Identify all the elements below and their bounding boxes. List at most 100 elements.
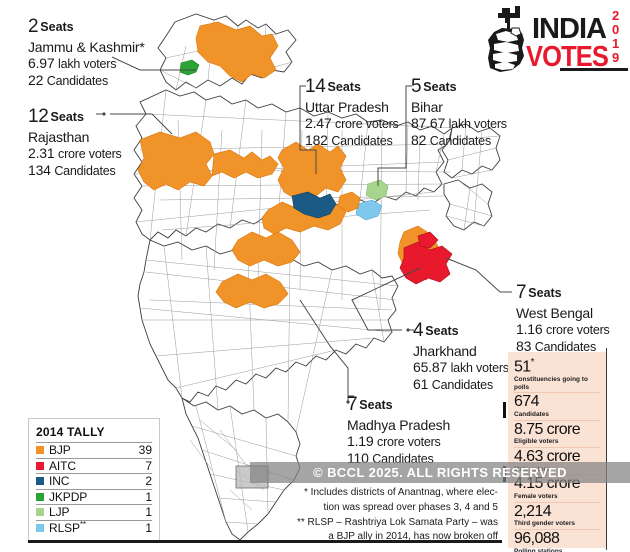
logo-year-digit-9: 9 (612, 50, 619, 65)
stat-row-candidates: 674 Candidates (514, 393, 600, 421)
highlight-west-bengal-aitc (399, 241, 453, 285)
footnote-line-3: ** RLSP – Rashtriya Lok Samata Party – w… (296, 516, 498, 528)
stat-value: 4.63 crore (514, 447, 581, 465)
india-votes-logo: INDIA VOTES 2 0 1 9 (488, 6, 619, 73)
swatch-ljp (36, 508, 44, 517)
seats-line: 5 Seats (411, 76, 507, 98)
callout-jharkhand: 4 Seats Jharkhand 65.87 lakh voters 61 Ca… (413, 320, 509, 393)
candidates-stat: 182 Candidates (305, 132, 399, 149)
seats-line: 14 Seats (305, 76, 399, 98)
state-name: West Bengal (516, 305, 593, 322)
bottom-divider (28, 540, 502, 543)
party-name: LJP (49, 505, 70, 520)
stat-value: 674 (514, 393, 540, 411)
summary-stats-panel: 51* Constituencies going to polls 674 Ca… (508, 352, 606, 552)
seats-count: 5 (411, 76, 422, 97)
candidates-value: 61 (413, 375, 429, 392)
callout-rajasthan: 12 Seats Rajasthan 2.31 crore voters 134 … (28, 106, 122, 179)
party-footnote-marker: ** (79, 520, 86, 530)
voters-value: 6.97 (28, 55, 55, 72)
party-seats: 2 (145, 474, 152, 489)
logo-year-digit-2: 2 (612, 8, 619, 23)
voters-stat: 1.19 crore voters (347, 433, 450, 450)
footnotes: * Includes districts of Anantnag, where … (248, 486, 498, 545)
party-seats: 39 (138, 443, 152, 458)
state-name: Madhya Pradesh (347, 417, 451, 434)
swatch-jkpdp (36, 492, 44, 501)
logo-year-digit-1: 1 (612, 36, 619, 51)
fist-icon (488, 27, 524, 72)
voters-value: 87.67 (411, 115, 446, 132)
voters-value: 65.87 (413, 359, 448, 376)
candidates-word: Candidates (331, 133, 393, 148)
party-name: RLSP** (49, 520, 86, 536)
voters-unit: crore voters (377, 435, 441, 450)
callout-bihar: 5 Seats Bihar 87.67 lakh voters 82 Candid… (411, 76, 507, 149)
stat-value: 2,214 (514, 502, 552, 520)
party-name: BJP (49, 443, 71, 458)
party-seats: 1 (145, 520, 152, 535)
highlight-bihar-bjp (337, 191, 361, 213)
stat-value: 96,088 (514, 529, 560, 547)
seats-word: Seats (327, 80, 361, 94)
legend-row-bjp: BJP 39 (36, 442, 152, 458)
logo-underline (560, 68, 628, 71)
legend-row-ljp: LJP 1 (36, 504, 152, 520)
seats-count: 4 (413, 320, 424, 341)
candidates-value: 134 (28, 161, 51, 178)
swatch-inc (36, 477, 44, 486)
stat-label: Eligible voters (514, 438, 559, 446)
seats-line: 12 Seats (28, 106, 122, 128)
candidates-stat: 82 Candidates (411, 132, 507, 149)
candidates-stat: 83 Candidates (516, 338, 610, 355)
footnote-line-1: * Includes districts of Anantnag, where … (304, 487, 498, 498)
highlight-rajasthan-bjp (137, 131, 215, 191)
swatch-rlsp (36, 523, 44, 532)
voters-value: 2.47 (305, 115, 332, 132)
candidates-stat: 22 Candidates (28, 72, 145, 89)
candidates-word: Candidates (46, 73, 108, 88)
stat-value: 51* (514, 357, 535, 376)
seats-line: 2 Seats (28, 16, 145, 38)
stat-row-constituencies: 51* Constituencies going to polls (514, 357, 600, 394)
candidates-word: Candidates (429, 133, 491, 148)
legend-2014-tally: 2014 TALLY BJP 39 AITC 7 INC 2 JKPDP 1 L… (28, 418, 160, 541)
seats-word: Seats (359, 398, 393, 412)
legend-row-inc: INC 2 (36, 473, 152, 489)
candidates-value: 110 (347, 449, 369, 466)
stat-value: 8.75 crore (514, 420, 581, 438)
highlight-madhya-pradesh-bjp (215, 273, 289, 309)
voters-stat: 2.31 crore voters (28, 145, 122, 162)
candidates-value: 83 (516, 337, 532, 354)
voters-stat: 1.16 crore voters (516, 321, 610, 338)
voters-stat: 65.87 lakh voters (413, 359, 509, 376)
callout-west-bengal: 7 Seats West Bengal 1.16 crore voters 83 … (516, 282, 610, 355)
seats-line: 7 Seats (347, 394, 450, 416)
highlight-uttar-pradesh-bjp (277, 141, 347, 199)
party-name: AITC (49, 458, 76, 473)
legend-title: 2014 TALLY (36, 425, 105, 439)
party-name: JKPDP (49, 489, 88, 504)
callout-jammu-kashmir: 2 Seats Jammu & Kashmir* 6.97 lakh voters… (28, 16, 145, 89)
stat-label: Third gender voters (514, 520, 575, 528)
party-seats: 7 (145, 458, 152, 473)
panel-vertical-rule (606, 348, 607, 550)
footnote-line-4: a BJP ally in 2014, has now broken off (328, 531, 498, 543)
seats-line: 7 Seats (516, 282, 610, 304)
copyright-watermark: © BCCL 2025. ALL RIGHTS RESERVED (250, 462, 630, 483)
logo-year-digit-0: 0 (612, 22, 619, 37)
voters-stat: 6.97 lakh voters (28, 55, 145, 72)
state-name: Jharkhand (413, 343, 477, 360)
stat-row-eligible-voters: 8.75 crore Eligible voters (514, 421, 600, 448)
candidates-value: 22 (28, 71, 44, 88)
stat-label: Female voters (514, 493, 558, 501)
seats-line: 4 Seats (413, 320, 509, 342)
panel-tick-upper (503, 402, 506, 418)
highlight-west-bengal-aitc-north (417, 231, 439, 249)
legend-row-aitc: AITC 7 (36, 457, 152, 474)
seats-word: Seats (50, 110, 84, 124)
voters-unit: crore voters (335, 117, 399, 132)
stat-label: Polling stations (514, 547, 563, 552)
state-name: Uttar Pradesh (305, 99, 389, 116)
candidates-stat: 134 Candidates (28, 162, 122, 179)
